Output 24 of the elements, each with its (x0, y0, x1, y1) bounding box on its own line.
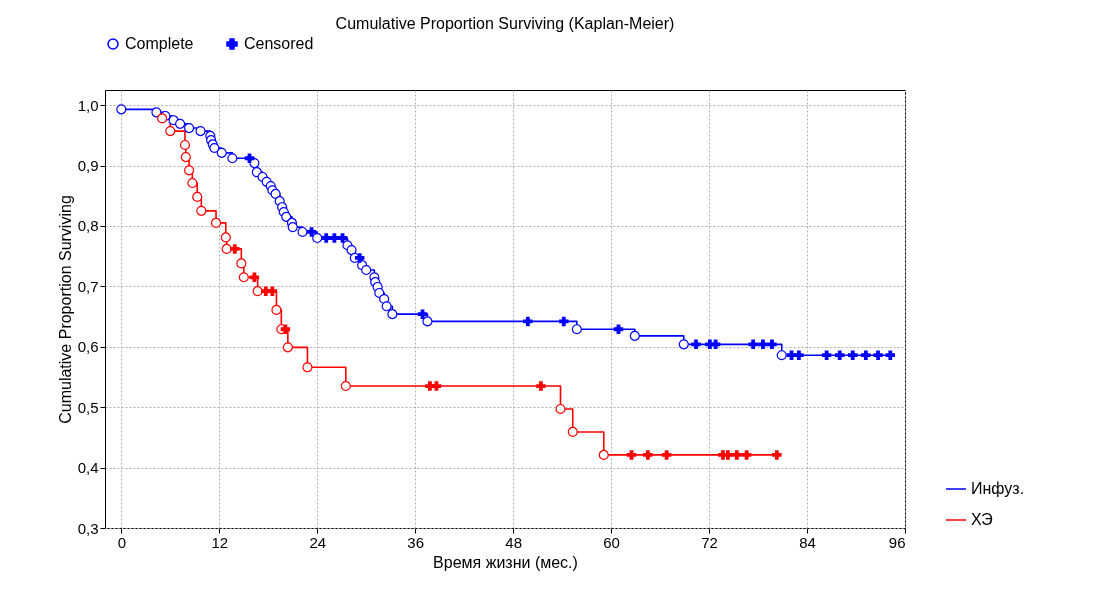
x-tick-label: 24 (309, 533, 327, 551)
x-tick-label: 0 (117, 533, 126, 551)
y-tick-label: 0,9 (77, 157, 99, 175)
y-tick-label: 1,0 (77, 96, 99, 114)
legend-label: Инфуз. (971, 480, 1025, 497)
legend-label: Censored (244, 35, 314, 52)
x-tick-label: 36 (407, 533, 425, 551)
y-tick-label: 0,6 (77, 338, 99, 356)
y-tick-label: 0,7 (77, 277, 99, 295)
legend-label: Complete (125, 35, 194, 52)
y-tick-label: 0,4 (77, 459, 99, 477)
x-tick-label: 12 (211, 533, 229, 551)
y-axis-title: Cumulative Proportion Surviving (56, 195, 74, 424)
x-axis-title: Время жизни (мес.) (433, 553, 578, 571)
legend-label: ХЭ (971, 511, 993, 528)
x-tick-label: 84 (799, 533, 816, 551)
chart-title: Cumulative Proportion Surviving (Kaplan-Meier) (335, 15, 675, 32)
y-tick-label: 0,3 (77, 519, 99, 537)
x-tick-label: 60 (603, 533, 620, 551)
x-tick-label: 48 (505, 533, 523, 551)
x-tick-label: 72 (701, 533, 718, 551)
y-tick-label: 0,8 (77, 217, 99, 235)
x-tick-label: 96 (888, 533, 906, 551)
y-tick-label: 0,5 (77, 398, 99, 416)
